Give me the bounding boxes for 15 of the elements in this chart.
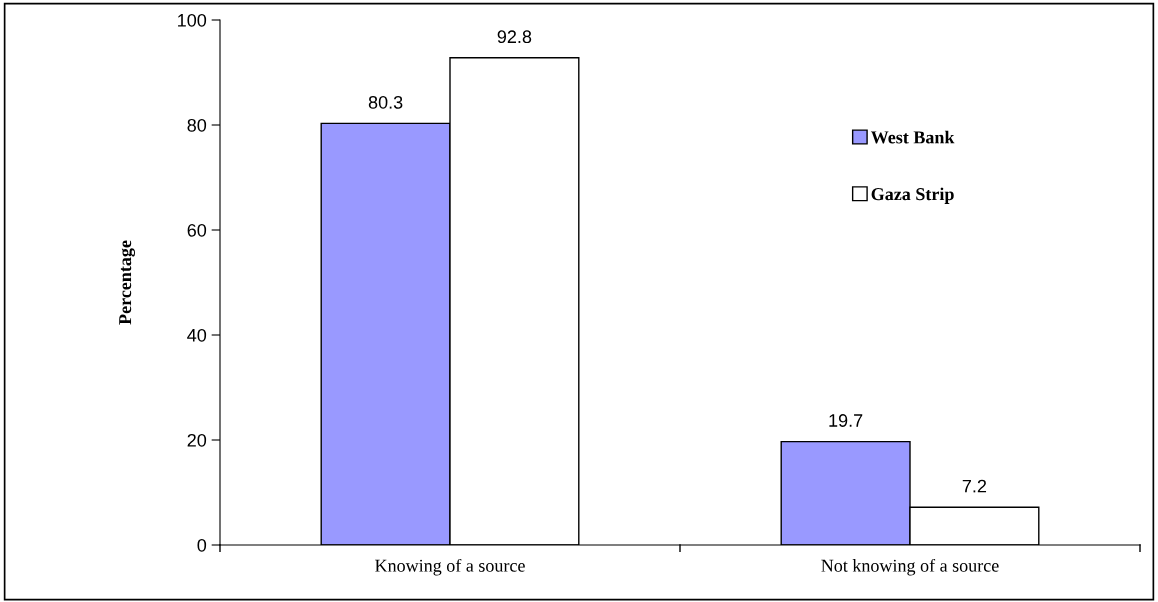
data-label: 7.2 xyxy=(962,479,987,493)
x-tick-label: Not knowing of a source xyxy=(821,558,999,576)
legend-label: West Bank xyxy=(870,130,955,144)
y-tick-label: 100 xyxy=(178,13,207,27)
legend-label: Gaza Strip xyxy=(871,187,954,204)
y-tick-label: 60 xyxy=(187,223,207,237)
data-label: 80.3 xyxy=(368,95,403,109)
y-tick-label: 40 xyxy=(187,328,207,342)
y-tick-label: 20 xyxy=(187,433,207,447)
data-label: 19.7 xyxy=(829,414,863,427)
y-axis-title: Percentage xyxy=(119,240,136,325)
y-tick-label: 80 xyxy=(187,118,207,132)
x-tick-label: Knowing of a source xyxy=(375,558,525,576)
data-label: 92.8 xyxy=(497,30,532,44)
y-tick-label: 0 xyxy=(197,538,207,552)
